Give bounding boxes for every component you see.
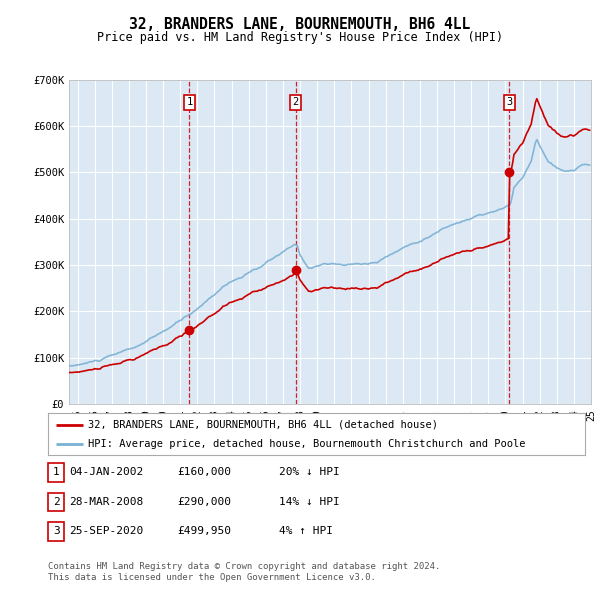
Text: 20% ↓ HPI: 20% ↓ HPI <box>279 467 340 477</box>
Text: 4% ↑ HPI: 4% ↑ HPI <box>279 526 333 536</box>
Text: HPI: Average price, detached house, Bournemouth Christchurch and Poole: HPI: Average price, detached house, Bour… <box>88 440 526 450</box>
Text: 32, BRANDERS LANE, BOURNEMOUTH, BH6 4LL (detached house): 32, BRANDERS LANE, BOURNEMOUTH, BH6 4LL … <box>88 420 438 430</box>
Text: 14% ↓ HPI: 14% ↓ HPI <box>279 497 340 507</box>
Text: 1: 1 <box>187 97 193 107</box>
Text: £160,000: £160,000 <box>177 467 231 477</box>
Text: Contains HM Land Registry data © Crown copyright and database right 2024.
This d: Contains HM Land Registry data © Crown c… <box>48 562 440 582</box>
Text: 28-MAR-2008: 28-MAR-2008 <box>69 497 143 507</box>
Text: 25-SEP-2020: 25-SEP-2020 <box>69 526 143 536</box>
Text: 04-JAN-2002: 04-JAN-2002 <box>69 467 143 477</box>
Text: 2: 2 <box>292 97 299 107</box>
Text: 2: 2 <box>53 497 59 507</box>
Text: £499,950: £499,950 <box>177 526 231 536</box>
Text: Price paid vs. HM Land Registry's House Price Index (HPI): Price paid vs. HM Land Registry's House … <box>97 31 503 44</box>
Text: £290,000: £290,000 <box>177 497 231 507</box>
Text: 32, BRANDERS LANE, BOURNEMOUTH, BH6 4LL: 32, BRANDERS LANE, BOURNEMOUTH, BH6 4LL <box>130 17 470 31</box>
Text: 1: 1 <box>53 467 59 477</box>
Text: 3: 3 <box>53 526 59 536</box>
Text: 3: 3 <box>506 97 512 107</box>
